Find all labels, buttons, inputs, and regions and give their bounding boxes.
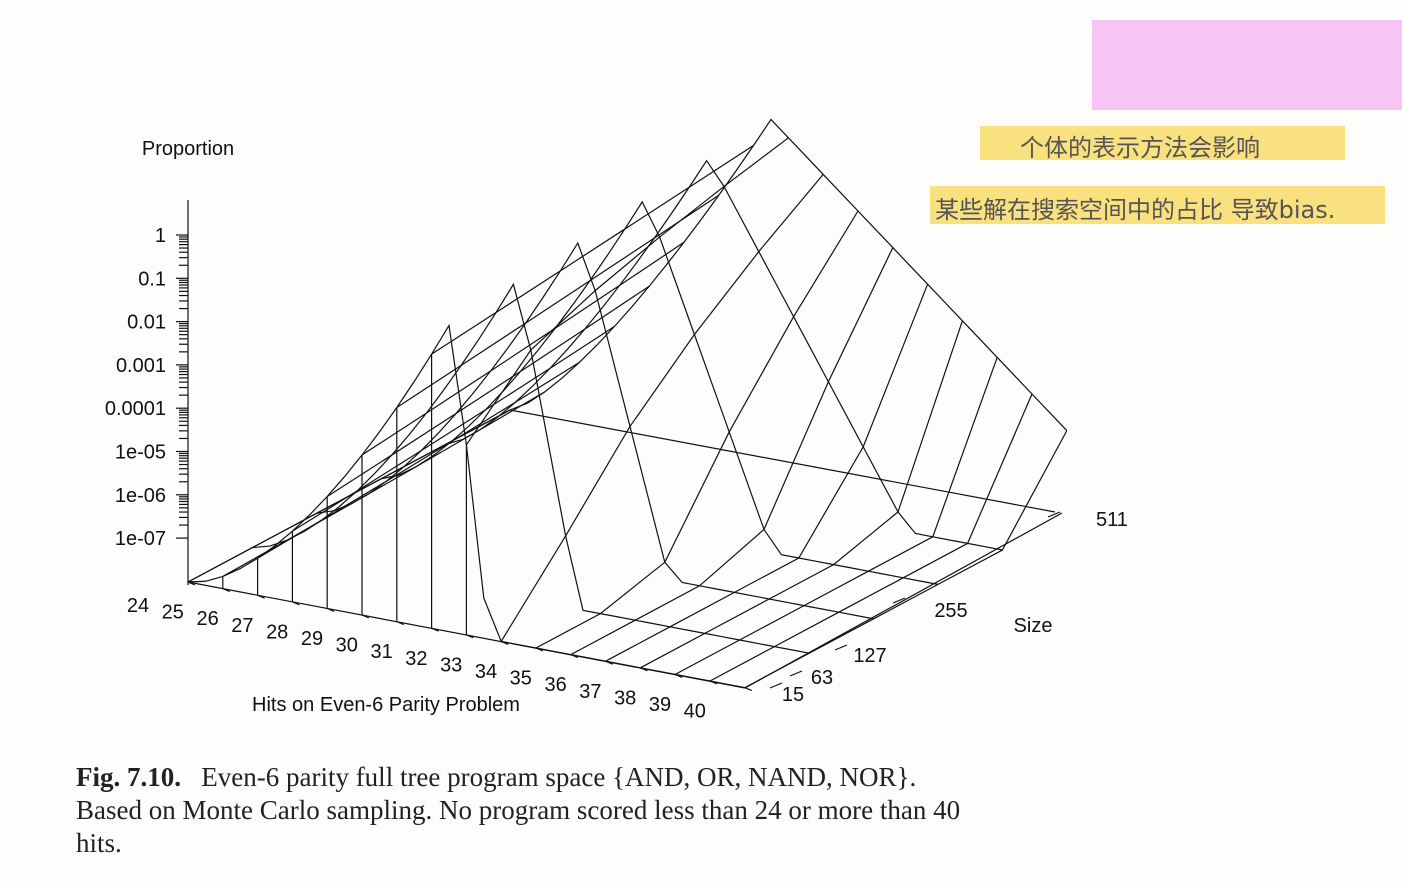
x-tick-label: 32	[405, 648, 427, 670]
x-tick-label: 39	[649, 694, 671, 716]
x-tick-label: 37	[579, 681, 601, 703]
x-tick-label: 27	[231, 615, 253, 637]
z-tick-label: 0.001	[116, 355, 166, 377]
surface-column	[465, 137, 789, 446]
x-tick-label: 35	[510, 668, 532, 690]
handwritten-note: 个体的表示方法会影响	[1020, 134, 1260, 162]
surface-column	[640, 320, 963, 669]
x-tick	[222, 588, 231, 593]
y-tick	[892, 597, 906, 604]
x-tick-label: 38	[614, 687, 636, 709]
y-tick-label: 63	[811, 667, 833, 689]
surface-column	[326, 285, 650, 497]
highlight	[980, 126, 1345, 160]
y-tick-label: 15	[782, 684, 804, 706]
surface-column	[535, 210, 859, 649]
x-tick	[744, 687, 753, 692]
x-tick-label: 40	[684, 701, 706, 723]
caption-label: Fig. 7.10.	[76, 762, 181, 792]
x-tick-label: 25	[162, 602, 184, 624]
surface-column	[744, 430, 1068, 689]
surface-column	[570, 247, 894, 656]
y-tick	[769, 682, 783, 689]
base-edge	[187, 409, 1056, 583]
x-tick	[361, 614, 370, 619]
handwritten-note: 某些解在搜索空间中的占比 导致bias.	[935, 196, 1336, 224]
z-tick-label: 1	[155, 225, 166, 247]
caption-text: Based on Monte Carlo sampling. No progra…	[76, 795, 961, 825]
y-tick	[834, 644, 848, 651]
x-tick-label: 30	[336, 635, 358, 657]
z-tick-label: 0.01	[127, 312, 166, 334]
z-tick-label: 1e-05	[115, 442, 166, 464]
y-axis-label: Size	[1014, 615, 1053, 637]
x-tick	[466, 634, 474, 639]
x-tick-label: 31	[370, 641, 392, 663]
surface-column	[396, 194, 720, 408]
y-tick	[789, 670, 803, 677]
y-tick	[1047, 511, 1061, 518]
x-tick-label: 29	[301, 628, 323, 650]
x-axis-label: Hits on Even-6 Parity Problem	[252, 694, 520, 716]
x-tick-label: 36	[544, 674, 566, 696]
surface-column	[500, 174, 824, 642]
x-tick-label: 24	[127, 595, 149, 617]
surface-column	[222, 391, 546, 577]
x-tick	[326, 607, 335, 612]
caption-text: hits.	[76, 828, 122, 858]
x-tick	[257, 594, 265, 599]
y-tick-label: 511	[1096, 509, 1128, 531]
z-tick-label: 1e-06	[115, 485, 166, 507]
x-tick	[292, 601, 300, 606]
x-tick-label: 34	[475, 661, 497, 683]
y-tick-label: 255	[934, 600, 967, 622]
surface-row	[252, 282, 810, 654]
x-tick	[431, 627, 439, 632]
figure: Proportion Hits on Even-6 Parity Problem…	[105, 118, 1128, 723]
surface-column	[257, 361, 580, 559]
surface-column	[605, 283, 929, 662]
surface-column	[292, 325, 615, 532]
z-axis-label: Proportion	[142, 138, 234, 160]
surface-row	[445, 159, 1003, 551]
x-tick-label: 28	[266, 621, 288, 643]
z-tick-label: 0.0001	[105, 398, 166, 420]
surface-column	[709, 393, 1033, 682]
x-tick-label: 26	[196, 608, 218, 630]
sticky-note	[1092, 20, 1402, 110]
z-tick-label: 0.1	[138, 268, 166, 290]
x-tick	[396, 621, 405, 626]
z-tick-label: 1e-07	[115, 528, 166, 550]
surface-column	[361, 241, 685, 456]
surface-column	[674, 357, 998, 675]
highlight	[930, 186, 1385, 224]
y-tick-label: 127	[853, 645, 886, 667]
caption-text: Even-6 parity full tree program space {A…	[201, 762, 917, 792]
x-tick-label: 33	[440, 654, 462, 676]
caption-line: Fig. 7.10. Even-6 parity full tree progr…	[76, 762, 916, 793]
surface-column	[431, 144, 754, 355]
